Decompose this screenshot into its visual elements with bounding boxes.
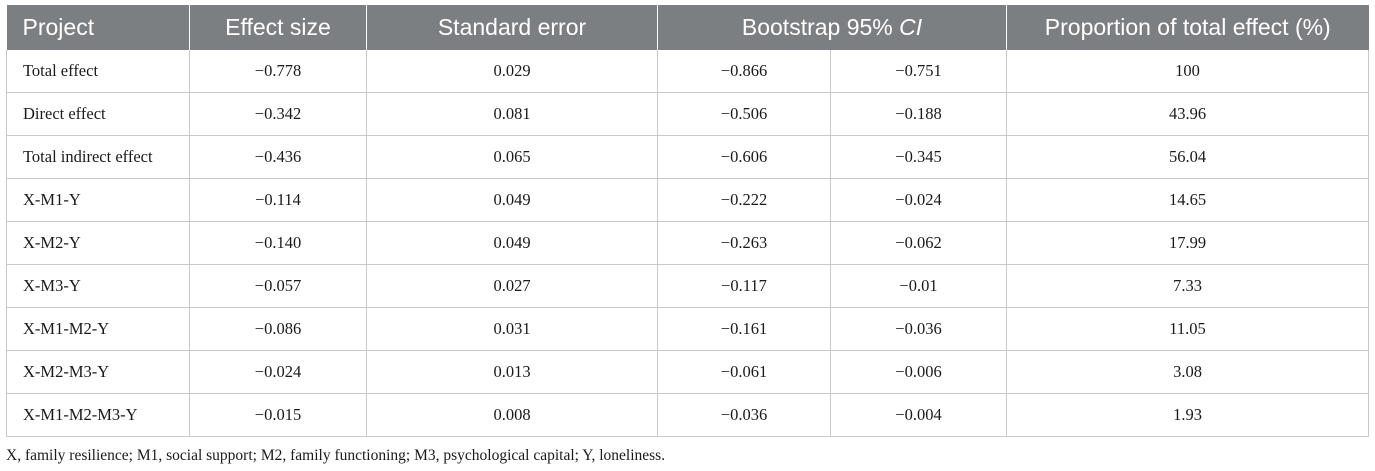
cell-ci-upper: −0.188 (830, 92, 1008, 136)
cell-proportion: 43.96 (1006, 92, 1370, 136)
table-row: X-M2-M3-Y −0.024 0.013 −0.061 −0.006 3.08 (6, 350, 1370, 394)
table-row: X-M2-Y −0.140 0.049 −0.263 −0.062 17.99 (6, 221, 1370, 265)
cell-ci-upper: −0.01 (830, 264, 1008, 308)
header-standard-error: Standard error (366, 5, 658, 50)
cell-ci-lower: −0.061 (657, 350, 831, 394)
cell-proportion: 11.05 (1006, 307, 1370, 351)
table-body: Total effect −0.778 0.029 −0.866 −0.751 100 Di… (6, 50, 1370, 437)
cell-standard-error: 0.065 (366, 135, 658, 179)
cell-effect-size: −0.342 (189, 92, 367, 136)
cell-proportion: 7.33 (1006, 264, 1370, 308)
cell-ci-lower: −0.606 (657, 135, 831, 179)
cell-proportion: 1.93 (1006, 393, 1370, 437)
header-project: Project (6, 5, 190, 50)
cell-project: Total indirect effect (6, 135, 190, 179)
cell-proportion: 14.65 (1006, 178, 1370, 222)
header-effect-size: Effect size (189, 5, 367, 50)
cell-ci-upper: −0.036 (830, 307, 1008, 351)
cell-project: Total effect (6, 50, 190, 93)
table-row: X-M1-M2-Y −0.086 0.031 −0.161 −0.036 11.05 (6, 307, 1370, 351)
cell-project: X-M2-Y (6, 221, 190, 265)
cell-project: X-M3-Y (6, 264, 190, 308)
cell-project: X-M2-M3-Y (6, 350, 190, 394)
cell-ci-upper: −0.024 (830, 178, 1008, 222)
cell-ci-upper: −0.345 (830, 135, 1008, 179)
cell-project: X-M1-Y (6, 178, 190, 222)
table-row: X-M1-Y −0.114 0.049 −0.222 −0.024 14.65 (6, 178, 1370, 222)
cell-ci-upper: −0.004 (830, 393, 1008, 437)
table-header: Project Effect size Standard error Boots… (6, 5, 1369, 50)
cell-proportion: 100 (1006, 50, 1370, 93)
cell-project: X-M1-M2-M3-Y (6, 393, 190, 437)
header-bootstrap-ci: Bootstrap 95% CI (657, 5, 1008, 50)
cell-effect-size: −0.436 (189, 135, 367, 179)
cell-ci-lower: −0.866 (657, 50, 831, 93)
cell-ci-lower: −0.117 (657, 264, 831, 308)
cell-ci-upper: −0.006 (830, 350, 1008, 394)
cell-standard-error: 0.008 (366, 393, 658, 437)
cell-ci-lower: −0.036 (657, 393, 831, 437)
cell-standard-error: 0.049 (366, 221, 658, 265)
cell-ci-upper: −0.062 (830, 221, 1008, 265)
table-footnote: X, family resilience; M1, social support… (6, 447, 666, 464)
header-bootstrap-ci-abbrev: CI (899, 14, 923, 40)
table-row: Direct effect −0.342 0.081 −0.506 −0.188 43.9… (6, 92, 1370, 136)
cell-proportion: 3.08 (1006, 350, 1370, 394)
cell-standard-error: 0.029 (366, 50, 658, 93)
cell-effect-size: −0.114 (189, 178, 367, 222)
cell-ci-upper: −0.751 (830, 50, 1008, 93)
table-row: X-M3-Y −0.057 0.027 −0.117 −0.01 7.33 (6, 264, 1370, 308)
cell-ci-lower: −0.506 (657, 92, 831, 136)
cell-effect-size: −0.086 (189, 307, 367, 351)
table-row: Total indirect effect −0.436 0.065 −0.606 −0… (6, 135, 1370, 179)
cell-standard-error: 0.031 (366, 307, 658, 351)
cell-ci-lower: −0.161 (657, 307, 831, 351)
table-row: Total effect −0.778 0.029 −0.866 −0.751 100 (6, 50, 1370, 93)
cell-standard-error: 0.081 (366, 92, 658, 136)
cell-effect-size: −0.778 (189, 50, 367, 93)
cell-standard-error: 0.027 (366, 264, 658, 308)
cell-effect-size: −0.140 (189, 221, 367, 265)
cell-standard-error: 0.049 (366, 178, 658, 222)
cell-ci-lower: −0.263 (657, 221, 831, 265)
cell-ci-lower: −0.222 (657, 178, 831, 222)
table-row: X-M1-M2-M3-Y −0.015 0.008 −0.036 −0.004 1.93 (6, 393, 1370, 437)
cell-effect-size: −0.024 (189, 350, 367, 394)
header-row: Project Effect size Standard error Boots… (6, 5, 1369, 50)
cell-proportion: 17.99 (1006, 221, 1370, 265)
cell-effect-size: −0.015 (189, 393, 367, 437)
header-proportion: Proportion of total effect (%) (1006, 5, 1369, 50)
cell-standard-error: 0.013 (366, 350, 658, 394)
cell-project: X-M1-M2-Y (6, 307, 190, 351)
header-bootstrap-prefix: Bootstrap 95% (741, 14, 900, 40)
cell-proportion: 56.04 (1006, 135, 1370, 179)
cell-effect-size: −0.057 (189, 264, 367, 308)
mediation-effects-table: Project Effect size Standard error Boots… (6, 5, 1370, 437)
mediation-effects-table-container: Project Effect size Standard error Boots… (6, 5, 1370, 437)
cell-project: Direct effect (6, 92, 190, 136)
